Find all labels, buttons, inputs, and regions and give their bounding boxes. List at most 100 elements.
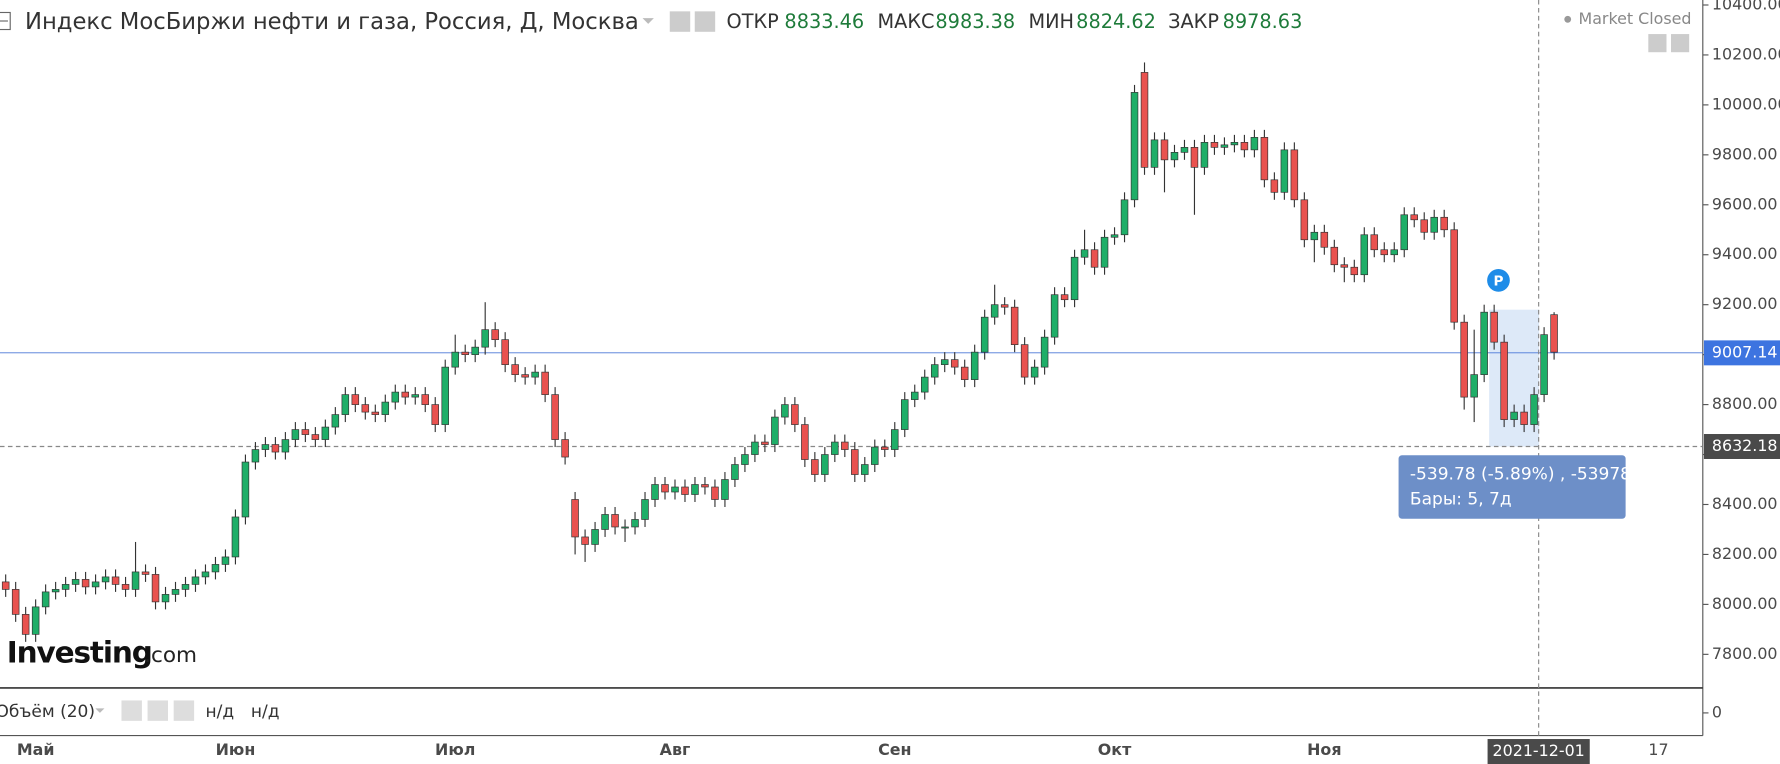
y-tick-label: 8400.00 <box>1712 494 1778 513</box>
candle-body <box>1250 137 1259 151</box>
ohlc-label: ЗАКР <box>1168 10 1219 33</box>
candle-body <box>651 484 659 500</box>
candle-body <box>1510 411 1518 420</box>
candle-body <box>990 304 999 318</box>
volume-menu-arrow[interactable] <box>95 708 105 713</box>
candle-body <box>801 424 809 460</box>
candle-body <box>1280 149 1289 193</box>
candle-body <box>381 401 390 415</box>
candle-body <box>241 461 250 518</box>
candle-body <box>851 449 859 475</box>
candle-body <box>791 404 799 425</box>
candle-body <box>1540 334 1548 395</box>
candle-body <box>11 589 20 615</box>
candle-body <box>1140 72 1149 168</box>
candle-body <box>1380 249 1389 256</box>
candle-body <box>871 446 879 465</box>
candle-body <box>1230 142 1239 146</box>
ohlc-label: МИН <box>1028 10 1074 33</box>
measure-change: -539.78 (-5.89%) , -53978 <box>1410 465 1631 485</box>
candle-body <box>411 394 420 398</box>
volume-eye-icon[interactable] <box>121 700 142 721</box>
candle-body <box>1160 139 1169 161</box>
candle-body <box>940 359 949 365</box>
scroll-icon[interactable] <box>1648 34 1667 53</box>
candle-body <box>950 359 959 368</box>
candle-body <box>1340 264 1349 268</box>
candle-body <box>1050 294 1059 338</box>
candle-body <box>91 581 100 588</box>
candle-body <box>1080 249 1089 258</box>
y-tick-label: 10200.00 <box>1712 44 1780 63</box>
candle-body <box>1460 321 1468 398</box>
candle-body <box>980 316 989 353</box>
candle-body <box>1040 336 1049 368</box>
candle-body <box>161 594 170 603</box>
candle-body <box>251 449 260 463</box>
ohlc-value: 8983.38 <box>935 10 1015 33</box>
candle-body <box>731 464 739 480</box>
y-tick-label: 8200.00 <box>1712 544 1778 563</box>
candle-body <box>661 484 669 493</box>
candle-body <box>1400 214 1408 251</box>
candle-body <box>461 351 469 355</box>
candle-body <box>1520 411 1528 425</box>
collapse-icon[interactable] <box>0 11 11 31</box>
candle-body <box>201 571 210 578</box>
candle-body <box>811 459 819 475</box>
crosshair-price-box <box>1703 434 1780 459</box>
candle-body <box>581 536 589 545</box>
scroll-icon[interactable] <box>1671 34 1690 53</box>
candle-body <box>491 329 499 340</box>
candle-body <box>1000 304 1009 308</box>
candle-body <box>1470 374 1478 398</box>
candle-body <box>1190 147 1199 168</box>
candle-body <box>1330 246 1339 266</box>
status-dot <box>1564 15 1572 23</box>
candle-body <box>221 556 230 565</box>
ohlc-value: 8978.63 <box>1223 10 1303 33</box>
candle-body <box>1420 219 1428 233</box>
candle-body <box>601 514 609 530</box>
candle-body <box>591 529 599 545</box>
candle-body <box>1270 179 1279 193</box>
candle-body <box>571 499 579 538</box>
volume-close-icon[interactable] <box>173 700 195 721</box>
candle-body <box>51 589 60 593</box>
y-tick-label: 0 <box>1712 702 1722 721</box>
candle-body <box>1010 306 1019 345</box>
crosshair-date: 2021-12-01 <box>1493 741 1585 760</box>
candle-body <box>311 434 320 440</box>
candle-body <box>111 576 120 585</box>
candle-body <box>1300 199 1309 241</box>
candle-body <box>761 441 769 445</box>
candle-body <box>891 429 899 450</box>
candle-body <box>1440 216 1448 231</box>
candle-body <box>771 416 779 445</box>
candle-body <box>1500 341 1508 420</box>
candle-body <box>1170 152 1179 161</box>
candle-body <box>131 571 140 590</box>
measure-bars: Бары: 5, 7д <box>1410 489 1512 509</box>
title-menu-arrow[interactable] <box>642 18 654 24</box>
y-tick-label: 7800.00 <box>1712 644 1778 663</box>
candle-body <box>31 606 40 635</box>
watermark: Investing <box>7 635 152 669</box>
candle-body <box>271 444 280 453</box>
settings-icon[interactable] <box>694 11 716 32</box>
y-tick-label: 9800.00 <box>1712 144 1778 163</box>
volume-settings-icon[interactable] <box>147 700 169 721</box>
eye-icon[interactable] <box>669 11 691 32</box>
candle-body <box>691 484 699 495</box>
candle-body <box>1200 142 1209 168</box>
candle-body <box>471 346 479 355</box>
watermark-suffix: .com <box>144 643 197 668</box>
candle-body <box>930 364 939 378</box>
candle-body <box>901 399 909 430</box>
candle-body <box>621 526 629 529</box>
candle-body <box>1220 144 1229 148</box>
y-tick-label: 10400.00 <box>1712 0 1780 13</box>
candle-body <box>21 614 30 635</box>
candle-body <box>321 426 330 440</box>
event-marker <box>1487 269 1510 292</box>
